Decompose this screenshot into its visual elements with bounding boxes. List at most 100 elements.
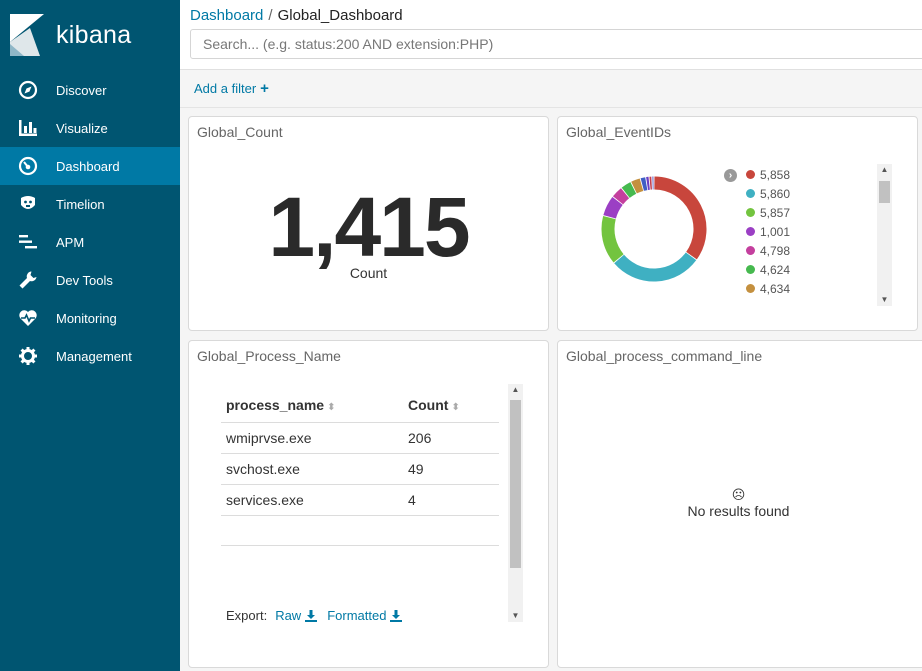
donut-slice[interactable] (603, 197, 623, 219)
scroll-up-icon[interactable]: ▲ (880, 165, 889, 174)
table-cell: svchost.exe (221, 453, 403, 485)
table-footer-divider (221, 545, 499, 546)
compass-icon (17, 79, 39, 101)
table-cell: 49 (403, 453, 499, 485)
column-header-process-name[interactable]: process_name ⬍ (221, 389, 403, 423)
sort-icon[interactable]: ⬍ (327, 402, 336, 414)
donut-slice[interactable] (614, 252, 697, 282)
add-filter-button[interactable]: Add a filter + (194, 81, 269, 96)
table-row: svchost.exe 49 (221, 453, 499, 485)
scroll-thumb[interactable] (510, 400, 521, 568)
sidebar-item-label: Timelion (56, 196, 105, 212)
legend-label: 5,860 (760, 186, 791, 201)
table-row: wmiprvse.exe 206 (221, 422, 499, 454)
no-results-message: ☹ No results found (558, 487, 919, 519)
legend-item[interactable]: 5,857 (746, 203, 790, 222)
sidebar-item-dashboard[interactable]: Dashboard (0, 147, 180, 185)
legend-label: 5,858 (760, 167, 791, 182)
search-input[interactable] (190, 29, 922, 59)
sidebar-item-monitoring[interactable]: Monitoring (0, 299, 180, 337)
table-scrollbar[interactable]: ▲ ▼ (508, 384, 523, 622)
donut-slice[interactable] (612, 188, 630, 205)
legend-item[interactable]: 1,001 (746, 222, 790, 241)
panel-global-process-command-line: Global_process_command_line ☹ No results… (557, 340, 922, 668)
panel-global-process-name: Global_Process_Name process_name ⬍ Count ⬍… (188, 340, 549, 668)
table-cell: wmiprvse.exe (221, 422, 403, 454)
legend-item[interactable]: 4,672 (746, 298, 790, 304)
sidebar-item-management[interactable]: Management (0, 337, 180, 375)
kibana-logo[interactable]: kibana (0, 0, 180, 70)
legend-label: 1,001 (760, 224, 791, 239)
column-header-count[interactable]: Count ⬍ (403, 389, 499, 423)
add-filter-label: Add a filter (194, 81, 257, 96)
sidebar-item-label: Visualize (56, 120, 108, 136)
legend-label: 4,634 (760, 281, 791, 296)
donut-slice[interactable] (640, 177, 648, 191)
breadcrumb-dashboard-link[interactable]: Dashboard (190, 7, 264, 24)
panel-title: Global_Process_Name (197, 348, 341, 364)
sidebar-item-timelion[interactable]: Timelion (0, 185, 180, 223)
sidebar-item-label: Management (56, 348, 132, 364)
export-label: Export: (226, 608, 268, 623)
legend-item[interactable]: 4,624 (746, 260, 790, 279)
bar-chart-icon (17, 117, 39, 139)
donut-slice[interactable] (631, 178, 644, 194)
table-cell: 4 (403, 484, 499, 516)
legend-color-dot (746, 284, 755, 293)
kibana-logo-icon (10, 14, 44, 56)
legend-label: 4,624 (760, 262, 791, 277)
legend: › 5,858 5,860 5,857 1,001 4,798 4,624 4,634 4,6… (724, 161, 874, 303)
logo-text: kibana (56, 20, 132, 49)
legend-label: 5,857 (760, 205, 791, 220)
table-cell: 206 (403, 422, 499, 454)
gear-icon (17, 345, 39, 367)
legend-color-dot (746, 227, 755, 236)
sidebar-item-apm[interactable]: APM (0, 223, 180, 261)
donut-slice[interactable] (601, 216, 624, 263)
sidebar: kibana Discover Visualize Dashboard Time… (0, 0, 180, 671)
no-results-text: No results found (687, 503, 790, 519)
donut-chart (601, 176, 707, 282)
legend-item[interactable]: 5,860 (746, 184, 790, 203)
panel-title: Global_process_command_line (566, 348, 763, 364)
export-bar: Export: Raw Formatted (226, 608, 403, 623)
scroll-down-icon[interactable]: ▼ (880, 295, 889, 304)
legend-label: 4,798 (760, 243, 791, 258)
sort-icon[interactable]: ⬍ (451, 402, 460, 414)
legend-list: 5,858 5,860 5,857 1,001 4,798 4,624 4,634 4,672 (746, 165, 790, 303)
export-formatted-link[interactable]: Formatted (327, 608, 403, 623)
top-bar: Dashboard / Global_Dashboard (180, 0, 922, 70)
donut-slice[interactable] (654, 176, 707, 260)
sidebar-item-label: Dashboard (56, 158, 120, 174)
metric-value: 1,415 (268, 180, 470, 274)
sidebar-item-visualize[interactable]: Visualize (0, 109, 180, 147)
table-row: services.exe 4 (221, 484, 499, 516)
scroll-down-icon[interactable]: ▼ (511, 611, 520, 620)
legend-item[interactable]: 4,798 (746, 241, 790, 260)
table-header-row: process_name ⬍ Count ⬍ (221, 389, 499, 423)
timelion-icon (17, 193, 39, 215)
legend-toggle-icon[interactable]: › (724, 169, 737, 182)
panel-title: Global_EventIDs (566, 124, 672, 140)
download-icon (390, 609, 403, 622)
legend-label: 4,672 (760, 301, 790, 304)
table-cell: services.exe (221, 484, 403, 516)
legend-item[interactable]: 5,858 (746, 165, 790, 184)
sidebar-item-dev-tools[interactable]: Dev Tools (0, 261, 180, 299)
sidebar-item-label: Monitoring (56, 310, 117, 326)
scroll-up-icon[interactable]: ▲ (511, 385, 520, 394)
panel-title: Global_Count (197, 124, 283, 140)
breadcrumb-current: Global_Dashboard (277, 7, 403, 24)
scroll-thumb[interactable] (879, 181, 890, 203)
export-raw-link[interactable]: Raw (275, 608, 318, 623)
sidebar-item-label: Discover (56, 82, 107, 98)
dashboard-gauge-icon (17, 155, 39, 177)
legend-color-dot (746, 208, 755, 217)
apm-icon (17, 231, 39, 253)
breadcrumb: Dashboard / Global_Dashboard (190, 7, 403, 24)
legend-scrollbar[interactable]: ▲ ▼ (877, 164, 892, 306)
donut-slice[interactable] (621, 182, 637, 198)
legend-color-dot (746, 265, 755, 274)
legend-item[interactable]: 4,634 (746, 279, 790, 298)
sidebar-item-discover[interactable]: Discover (0, 71, 180, 109)
